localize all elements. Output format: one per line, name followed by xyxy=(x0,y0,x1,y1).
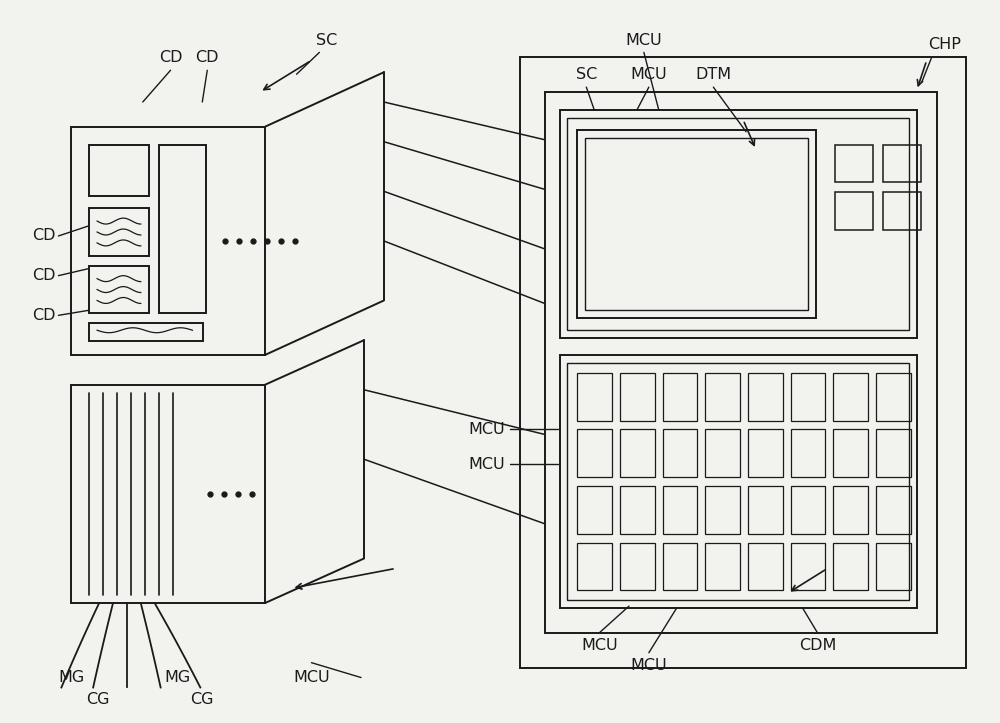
Bar xyxy=(585,138,808,310)
Text: CD: CD xyxy=(159,50,182,65)
Bar xyxy=(705,373,740,421)
Text: MCU: MCU xyxy=(631,67,667,82)
Bar xyxy=(876,373,911,421)
Bar xyxy=(791,373,825,421)
Bar xyxy=(89,323,203,341)
Bar xyxy=(71,127,265,355)
Bar xyxy=(620,429,655,477)
Bar xyxy=(876,429,911,477)
Bar xyxy=(748,373,783,421)
Bar xyxy=(883,145,921,182)
Bar xyxy=(560,110,917,338)
Bar xyxy=(663,542,697,590)
Text: MCU: MCU xyxy=(293,670,330,685)
Bar xyxy=(833,542,868,590)
Text: CD: CD xyxy=(196,50,219,65)
Bar xyxy=(835,192,873,230)
Bar xyxy=(71,385,265,603)
Text: CD: CD xyxy=(32,228,55,244)
Bar xyxy=(833,486,868,534)
Bar xyxy=(577,486,612,534)
Bar xyxy=(748,429,783,477)
Text: CHP: CHP xyxy=(928,37,961,52)
Bar xyxy=(567,118,909,330)
Bar xyxy=(663,373,697,421)
Bar xyxy=(883,192,921,230)
Bar xyxy=(705,542,740,590)
Bar xyxy=(748,542,783,590)
Bar xyxy=(833,373,868,421)
Text: CDM: CDM xyxy=(799,638,836,654)
Bar xyxy=(520,57,966,667)
Bar xyxy=(663,429,697,477)
Bar xyxy=(577,429,612,477)
Bar xyxy=(545,92,937,633)
Bar xyxy=(577,542,612,590)
Bar xyxy=(89,266,149,313)
Text: MCU: MCU xyxy=(469,457,505,471)
Bar xyxy=(577,373,612,421)
Bar xyxy=(620,373,655,421)
Bar xyxy=(89,145,149,196)
Bar xyxy=(791,429,825,477)
Bar xyxy=(791,486,825,534)
Bar xyxy=(620,542,655,590)
Bar xyxy=(705,486,740,534)
Bar xyxy=(833,429,868,477)
Bar xyxy=(89,208,149,256)
Bar xyxy=(835,145,873,182)
Bar xyxy=(577,130,816,318)
Bar xyxy=(620,486,655,534)
Text: CD: CD xyxy=(32,268,55,283)
Text: SC: SC xyxy=(576,67,597,82)
Text: DTM: DTM xyxy=(695,67,731,82)
Bar xyxy=(876,542,911,590)
Text: MCU: MCU xyxy=(631,658,667,673)
Bar xyxy=(748,486,783,534)
Bar xyxy=(876,486,911,534)
Text: CD: CD xyxy=(32,308,55,323)
Bar xyxy=(791,542,825,590)
Text: MG: MG xyxy=(58,670,84,685)
Text: MG: MG xyxy=(164,670,191,685)
Bar xyxy=(567,363,909,600)
Bar xyxy=(705,429,740,477)
Bar xyxy=(159,145,206,313)
Text: CG: CG xyxy=(86,692,110,707)
Bar xyxy=(560,355,917,608)
Text: CG: CG xyxy=(191,692,214,707)
Text: MCU: MCU xyxy=(469,422,505,437)
Bar xyxy=(663,486,697,534)
Text: MCU: MCU xyxy=(626,33,662,48)
Text: SC: SC xyxy=(316,33,337,48)
Text: MCU: MCU xyxy=(581,638,618,654)
